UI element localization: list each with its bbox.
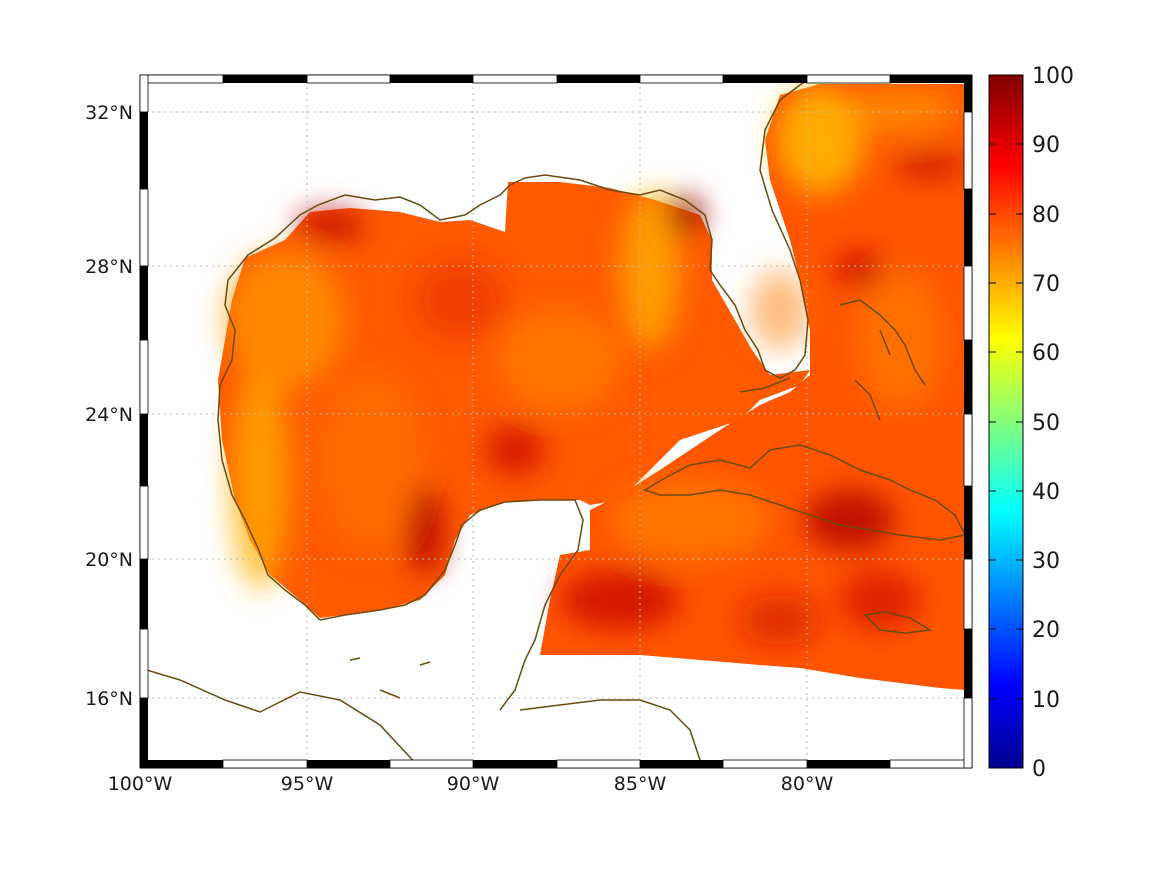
honduras-coast <box>519 699 701 761</box>
x-tick-label: 95°W <box>281 773 334 795</box>
colorbar-tick-label: 50 <box>1032 411 1060 436</box>
central-america-coast <box>140 667 421 768</box>
cuba <box>643 444 967 541</box>
y-tick-label: 24°N <box>85 404 133 426</box>
x-tick-label: 100°W <box>108 773 173 795</box>
y-axis: 32°N 28°N 24°N 20°N 16°N <box>85 102 133 710</box>
frame-bottom <box>140 759 973 769</box>
frame-right <box>963 75 973 769</box>
colorbar-tick-label: 10 <box>1032 688 1060 713</box>
coastlines <box>140 75 967 768</box>
colorbar-tick-label: 20 <box>1032 618 1060 643</box>
field-layer <box>140 75 972 768</box>
colorbar-tick-label: 40 <box>1032 480 1060 505</box>
x-tick-label: 90°W <box>447 773 500 795</box>
frame-left <box>139 74 149 768</box>
gridlines <box>140 75 972 768</box>
x-tick-label: 80°W <box>781 773 834 795</box>
bahamas <box>839 299 926 421</box>
x-tick-label: 85°W <box>614 773 667 795</box>
jamaica <box>863 611 933 634</box>
colorbar-tick-label: 100 <box>1032 64 1074 89</box>
y-tick-label: 20°N <box>85 549 133 571</box>
colorbar-tick-label: 90 <box>1032 133 1060 158</box>
gulf-coast-west <box>217 184 511 621</box>
colorbar-tick-label: 60 <box>1032 341 1060 366</box>
y-tick-label: 28°N <box>85 256 133 278</box>
florida-keys <box>739 377 791 393</box>
colorbar-tick-label: 70 <box>1032 272 1060 297</box>
y-tick-label: 16°N <box>85 688 133 710</box>
y-tick-label: 32°N <box>85 102 133 124</box>
colorbar-tick-label: 0 <box>1032 757 1046 782</box>
frame-top <box>139 74 972 84</box>
colorbar-ticks <box>989 143 1023 700</box>
gulf-coast-north <box>509 75 816 379</box>
yucatan-islands <box>349 657 431 699</box>
x-axis: 100°W 95°W 90°W 85°W 80°W <box>108 773 834 795</box>
colorbar: 100 90 80 70 60 50 40 30 20 10 0 <box>988 64 1074 782</box>
map-frame <box>139 74 973 769</box>
colorbar-tick-label: 80 <box>1032 203 1060 228</box>
mexico-coast <box>319 499 584 711</box>
colorbar-tick-label: 30 <box>1032 549 1060 574</box>
